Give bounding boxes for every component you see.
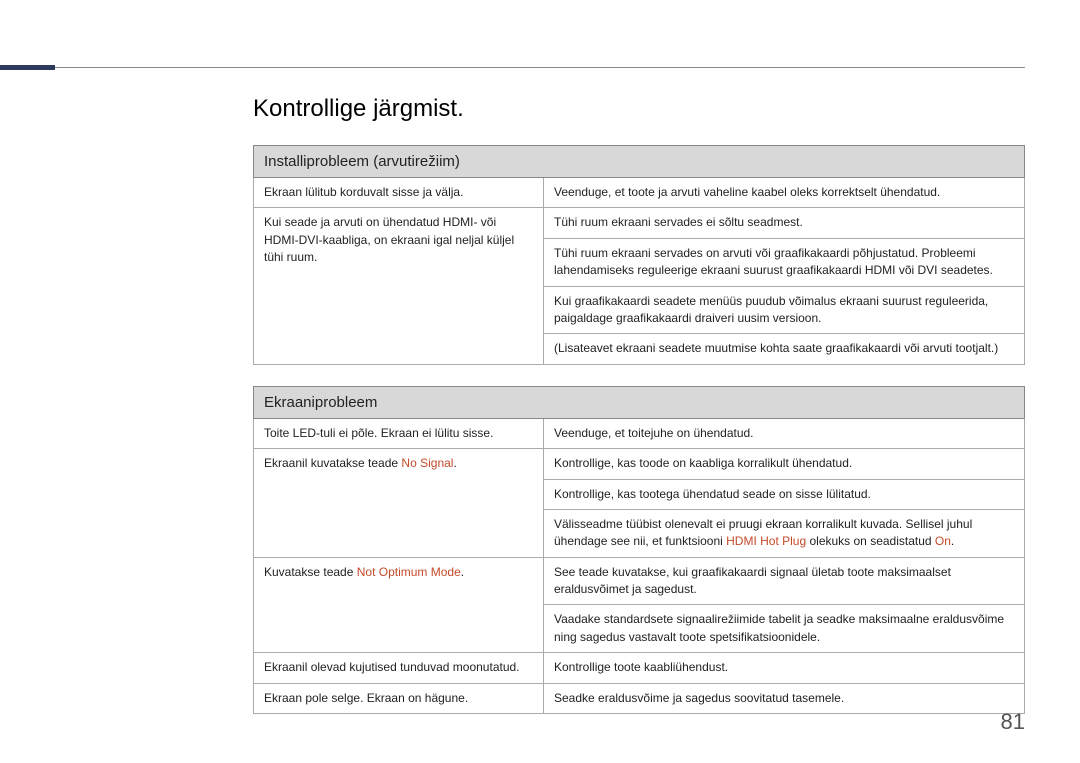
solution-cell: Välisseadme tüübist olenevalt ei pruugi … <box>544 509 1025 557</box>
accent-bar <box>0 65 55 70</box>
text: . <box>453 456 456 470</box>
spacer-row <box>254 364 1025 386</box>
solution-cell: Veenduge, et toitejuhe on ühendatud. <box>544 418 1025 448</box>
solution-cell: Tühi ruum ekraani servades ei sõltu sead… <box>544 208 1025 238</box>
text: Ekraanil kuvatakse teade <box>264 456 401 470</box>
highlight-text: HDMI Hot Plug <box>726 534 806 548</box>
problem-cell: Ekraan lülitub korduvalt sisse ja välja. <box>254 178 544 208</box>
solution-cell: Kontrollige toote kaabliühendust. <box>544 653 1025 683</box>
top-rule <box>55 67 1025 68</box>
section-header-install: Installiprobleem (arvutirežiim) <box>254 146 1025 178</box>
problem-cell: Kui seade ja arvuti on ühendatud HDMI- v… <box>254 208 544 364</box>
section-header-install-label: Installiprobleem (arvutirežiim) <box>254 146 1025 178</box>
solution-cell: Kontrollige, kas toode on kaabliga korra… <box>544 449 1025 479</box>
section-header-screen: Ekraaniprobleem <box>254 386 1025 418</box>
solution-cell: See teade kuvatakse, kui graafikakaardi … <box>544 557 1025 605</box>
table-row: Ekraanil olevad kujutised tunduvad moonu… <box>254 653 1025 683</box>
problem-cell: Ekraan pole selge. Ekraan on hägune. <box>254 683 544 713</box>
text: Kuvatakse teade <box>264 565 357 579</box>
solution-cell: Tühi ruum ekraani servades on arvuti või… <box>544 238 1025 286</box>
solution-cell: Seadke eraldusvõime ja sagedus soovitatu… <box>544 683 1025 713</box>
problem-cell: Toite LED-tuli ei põle. Ekraan ei lülitu… <box>254 418 544 448</box>
troubleshooting-table: Installiprobleem (arvutirežiim) Ekraan l… <box>253 145 1025 714</box>
solution-cell: Kontrollige, kas tootega ühendatud seade… <box>544 479 1025 509</box>
highlight-text: On <box>935 534 951 548</box>
solution-cell: (Lisateavet ekraani seadete muutmise koh… <box>544 334 1025 364</box>
text: olekuks on seadistatud <box>806 534 935 548</box>
table-row: Ekraan pole selge. Ekraan on hägune. Sea… <box>254 683 1025 713</box>
highlight-text: Not Optimum Mode <box>357 565 461 579</box>
problem-cell: Kuvatakse teade Not Optimum Mode. <box>254 557 544 653</box>
highlight-text: No Signal <box>401 456 453 470</box>
table-row: Kuvatakse teade Not Optimum Mode. See te… <box>254 557 1025 605</box>
table-row: Toite LED-tuli ei põle. Ekraan ei lülitu… <box>254 418 1025 448</box>
solution-cell: Vaadake standardsete signaalirežiimide t… <box>544 605 1025 653</box>
text: . <box>951 534 954 548</box>
section-header-screen-label: Ekraaniprobleem <box>254 386 1025 418</box>
table-row: Ekraan lülitub korduvalt sisse ja välja.… <box>254 178 1025 208</box>
solution-cell: Veenduge, et toote ja arvuti vaheline ka… <box>544 178 1025 208</box>
problem-cell: Ekraanil olevad kujutised tunduvad moonu… <box>254 653 544 683</box>
text: . <box>461 565 464 579</box>
table-row: Ekraanil kuvatakse teade No Signal. Kont… <box>254 449 1025 479</box>
solution-cell: Kui graafikakaardi seadete menüüs puudub… <box>544 286 1025 334</box>
content-area: Kontrollige järgmist. Installiprobleem (… <box>253 95 1025 714</box>
problem-cell: Ekraanil kuvatakse teade No Signal. <box>254 449 544 558</box>
table-row: Kui seade ja arvuti on ühendatud HDMI- v… <box>254 208 1025 238</box>
page-number: 81 <box>1001 709 1025 735</box>
page-title: Kontrollige järgmist. <box>253 95 1025 123</box>
